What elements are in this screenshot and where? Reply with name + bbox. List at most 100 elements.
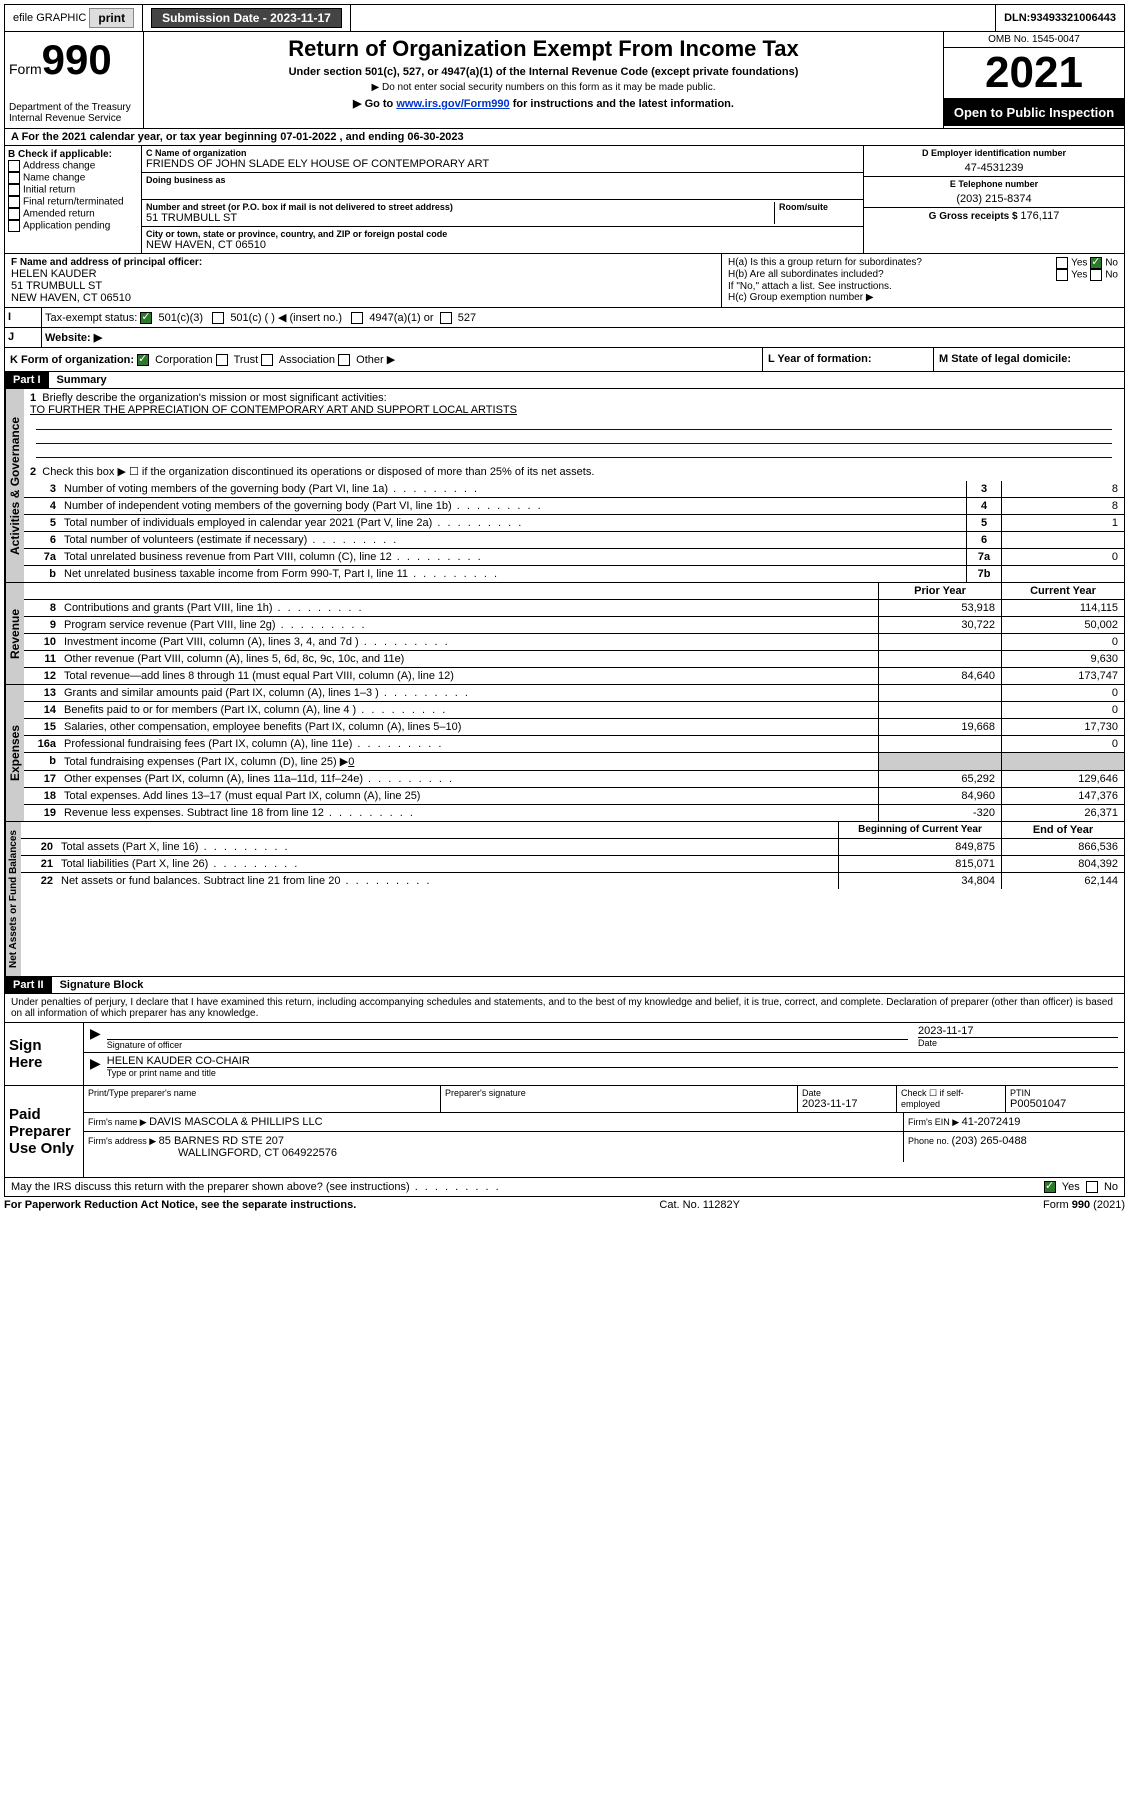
street-row: Number and street (or P.O. box if mail i…	[142, 200, 863, 227]
line-22: 22Net assets or fund balances. Subtract …	[21, 873, 1124, 889]
col-d: D Employer identification number 47-4531…	[863, 146, 1124, 253]
rev-hdr: Prior YearCurrent Year	[24, 583, 1124, 600]
line-19: 19Revenue less expenses. Subtract line 1…	[24, 805, 1124, 821]
net-section: Net Assets or Fund Balances Beginning of…	[4, 822, 1125, 977]
footer-right: Form 990 (2021)	[1043, 1199, 1125, 1211]
irs-link[interactable]: www.irs.gov/Form990	[396, 98, 509, 110]
form-number: 990	[42, 36, 112, 83]
officer-sig-line: ▶ Signature of officer 2023-11-17 Date	[84, 1023, 1124, 1053]
rev-section: Revenue Prior YearCurrent Year 8Contribu…	[4, 583, 1125, 685]
exp-body: 13Grants and similar amounts paid (Part …	[24, 685, 1124, 821]
form-title: Return of Organization Exempt From Incom…	[148, 36, 939, 62]
part2-title: Signature Block	[52, 977, 152, 993]
chk-amended[interactable]: Amended return	[8, 208, 138, 220]
exp-tab: Expenses	[5, 685, 24, 821]
net-hdr: Beginning of Current YearEnd of Year	[21, 822, 1124, 839]
chk-name[interactable]: Name change	[8, 172, 138, 184]
line-14: 14Benefits paid to or for members (Part …	[24, 702, 1124, 719]
website-label: Website: ▶	[42, 328, 1124, 347]
officer-name-line: ▶ HELEN KAUDER CO-CHAIR Type or print na…	[84, 1053, 1124, 1080]
ein: 47-4531239	[868, 162, 1120, 174]
row-ij: I Tax-exempt status: 501(c)(3) 501(c) ( …	[4, 308, 1125, 328]
chk-initial[interactable]: Initial return	[8, 184, 138, 196]
submission-button[interactable]: Submission Date - 2023-11-17	[151, 8, 342, 28]
part1-num: Part I	[5, 372, 49, 388]
col-k: K Form of organization: Corporation Trus…	[5, 348, 762, 371]
net-body: Beginning of Current YearEnd of Year 20T…	[21, 822, 1124, 976]
gross-receipts: 176,117	[1020, 210, 1059, 222]
hc-row: H(c) Group exemption number ▶	[728, 292, 1118, 303]
line-4: 4Number of independent voting members of…	[24, 498, 1124, 515]
footer-mid: Cat. No. 11282Y	[659, 1199, 740, 1211]
rev-tab: Revenue	[5, 583, 24, 684]
ha-row: H(a) Is this a group return for subordin…	[728, 257, 1118, 269]
paid-preparer-block: Paid Preparer Use Only Print/Type prepar…	[4, 1086, 1125, 1178]
line-21: 21Total liabilities (Part X, line 26)815…	[21, 856, 1124, 873]
city-row: City or town, state or province, country…	[142, 227, 863, 253]
col-f: F Name and address of principal officer:…	[5, 254, 722, 307]
org-name-row: C Name of organization FRIENDS OF JOHN S…	[142, 146, 863, 173]
part2-num: Part II	[5, 977, 52, 993]
line-3: 3Number of voting members of the governi…	[24, 481, 1124, 498]
sign-here-label: Sign Here	[5, 1023, 84, 1085]
header-mid: Return of Organization Exempt From Incom…	[144, 32, 943, 128]
officer-name: HELEN KAUDER	[11, 268, 715, 280]
irs-label: Internal Revenue Service	[9, 113, 139, 124]
form-word: Form	[9, 61, 42, 77]
subtitle-2: ▶ Do not enter social security numbers o…	[148, 82, 939, 93]
row-j: J Website: ▶	[4, 328, 1125, 348]
row-klm: K Form of organization: Corporation Trus…	[4, 348, 1125, 372]
efile-cell: efile GRAPHIC print	[5, 5, 143, 31]
preparer-row1: Print/Type preparer's name Preparer's si…	[84, 1086, 1124, 1113]
line-15: 15Salaries, other compensation, employee…	[24, 719, 1124, 736]
tel-row: E Telephone number (203) 215-8374	[864, 177, 1124, 208]
line-7a: 7aTotal unrelated business revenue from …	[24, 549, 1124, 566]
top-bar: efile GRAPHIC print Submission Date - 20…	[4, 4, 1125, 32]
gov-body: 1 Briefly describe the organization's mi…	[24, 389, 1124, 582]
block-bcd: B Check if applicable: Address change Na…	[4, 146, 1125, 254]
line-8: 8Contributions and grants (Part VIII, li…	[24, 600, 1124, 617]
print-button[interactable]: print	[89, 8, 134, 28]
tax-year: 2021	[944, 48, 1124, 99]
col-c: C Name of organization FRIENDS OF JOHN S…	[142, 146, 863, 253]
block-fh: F Name and address of principal officer:…	[4, 254, 1125, 308]
efile-label: efile GRAPHIC	[13, 12, 86, 24]
form-header: Form990 Department of the Treasury Inter…	[4, 32, 1125, 129]
line-1: 1 Briefly describe the organization's mi…	[24, 389, 1124, 462]
part2-bar: Part II Signature Block	[4, 977, 1125, 994]
footer-left: For Paperwork Reduction Act Notice, see …	[4, 1199, 356, 1211]
line-9: 9Program service revenue (Part VIII, lin…	[24, 617, 1124, 634]
col-b: B Check if applicable: Address change Na…	[5, 146, 142, 253]
open-public: Open to Public Inspection	[944, 99, 1124, 126]
spacer	[351, 5, 996, 31]
subtitle-1: Under section 501(c), 527, or 4947(a)(1)…	[148, 66, 939, 78]
preparer-row2: Firm's name ▶ DAVIS MASCOLA & PHILLIPS L…	[84, 1113, 1124, 1132]
dln-cell: DLN: 93493321006443	[996, 5, 1124, 31]
part1-bar: Part I Summary	[4, 372, 1125, 389]
exp-section: Expenses 13Grants and similar amounts pa…	[4, 685, 1125, 822]
city: NEW HAVEN, CT 06510	[146, 239, 859, 251]
declaration: Under penalties of perjury, I declare th…	[4, 994, 1125, 1023]
sign-here-block: Sign Here ▶ Signature of officer 2023-11…	[4, 1023, 1125, 1086]
ein-row: D Employer identification number 47-4531…	[864, 146, 1124, 177]
line-16a: 16aProfessional fundraising fees (Part I…	[24, 736, 1124, 753]
line-7b: bNet unrelated business taxable income f…	[24, 566, 1124, 582]
line-18: 18Total expenses. Add lines 13–17 (must …	[24, 788, 1124, 805]
col-m: M State of legal domicile:	[933, 348, 1124, 371]
chk-final[interactable]: Final return/terminated	[8, 196, 138, 208]
row-a: A For the 2021 calendar year, or tax yea…	[4, 129, 1125, 146]
chk-pending[interactable]: Application pending	[8, 220, 138, 232]
col-b-header: B Check if applicable:	[8, 149, 138, 160]
gross-row: G Gross receipts $ 176,117	[864, 208, 1124, 224]
line-17: 17Other expenses (Part IX, column (A), l…	[24, 771, 1124, 788]
net-tab: Net Assets or Fund Balances	[5, 822, 21, 976]
line-11: 11Other revenue (Part VIII, column (A), …	[24, 651, 1124, 668]
submission-cell: Submission Date - 2023-11-17	[143, 5, 351, 31]
mission-text: TO FURTHER THE APPRECIATION OF CONTEMPOR…	[30, 404, 517, 416]
line-12: 12Total revenue—add lines 8 through 11 (…	[24, 668, 1124, 684]
tax-exempt-row: Tax-exempt status: 501(c)(3) 501(c) ( ) …	[42, 308, 1124, 327]
part1-title: Summary	[49, 372, 115, 388]
line-6: 6Total number of volunteers (estimate if…	[24, 532, 1124, 549]
street: 51 TRUMBULL ST	[146, 212, 774, 224]
chk-address[interactable]: Address change	[8, 160, 138, 172]
